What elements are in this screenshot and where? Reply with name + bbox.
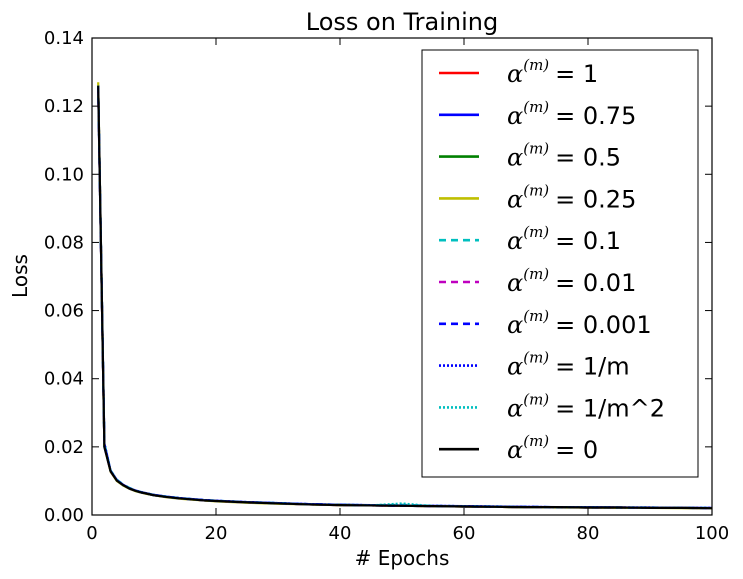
y-tick-label: 0.06	[44, 301, 84, 322]
x-tick-label: 100	[695, 523, 729, 544]
y-tick-label: 0.00	[44, 505, 84, 526]
legend-label-7: α(m) = 1/m	[507, 349, 630, 381]
legend-label-3: α(m) = 0.25	[507, 181, 636, 213]
legend-label-0: α(m) = 1	[507, 56, 598, 88]
legend-label-8: α(m) = 1/m^2	[507, 390, 665, 422]
x-tick-label: 40	[329, 523, 352, 544]
legend: α(m) = 1 α(m) = 0.75 α(m) = 0.5 α(m) = 0.25 α(m)…	[421, 49, 699, 478]
legend-label-2: α(m) = 0.5	[507, 140, 621, 172]
plot-frame	[91, 37, 713, 516]
x-tick-label: 80	[577, 523, 600, 544]
axes: 0 20 40 60 80 100 0.00 0.02 0.04 0.06 0.08 0.10 0.12…	[44, 28, 729, 544]
legend-label-1: α(m) = 0.75	[507, 98, 636, 130]
y-tick-label: 0.02	[44, 437, 84, 458]
legend-label-6: α(m) = 0.001	[507, 307, 652, 339]
legend-label-5: α(m) = 0.01	[507, 265, 636, 297]
x-tick-label: 0	[86, 523, 97, 544]
legend-label-4: α(m) = 0.1	[507, 223, 621, 255]
y-tick-label: 0.04	[44, 369, 84, 390]
y-tick-label: 0.08	[44, 232, 84, 253]
legend-box	[421, 49, 699, 478]
plot-area	[97, 82, 712, 510]
y-tick-label: 0.14	[44, 28, 84, 49]
x-tick-label: 60	[453, 523, 476, 544]
x-axis-label: # Epochs	[355, 546, 450, 570]
chart-title: Loss on Training	[306, 8, 499, 36]
series-line-9	[97, 85, 712, 510]
y-tick-label: 0.12	[44, 96, 84, 117]
x-tick-label: 20	[205, 523, 228, 544]
y-tick-label: 0.10	[44, 164, 84, 185]
y-axis-label: Loss	[8, 254, 32, 298]
legend-label-9: α(m) = 0	[507, 432, 598, 464]
